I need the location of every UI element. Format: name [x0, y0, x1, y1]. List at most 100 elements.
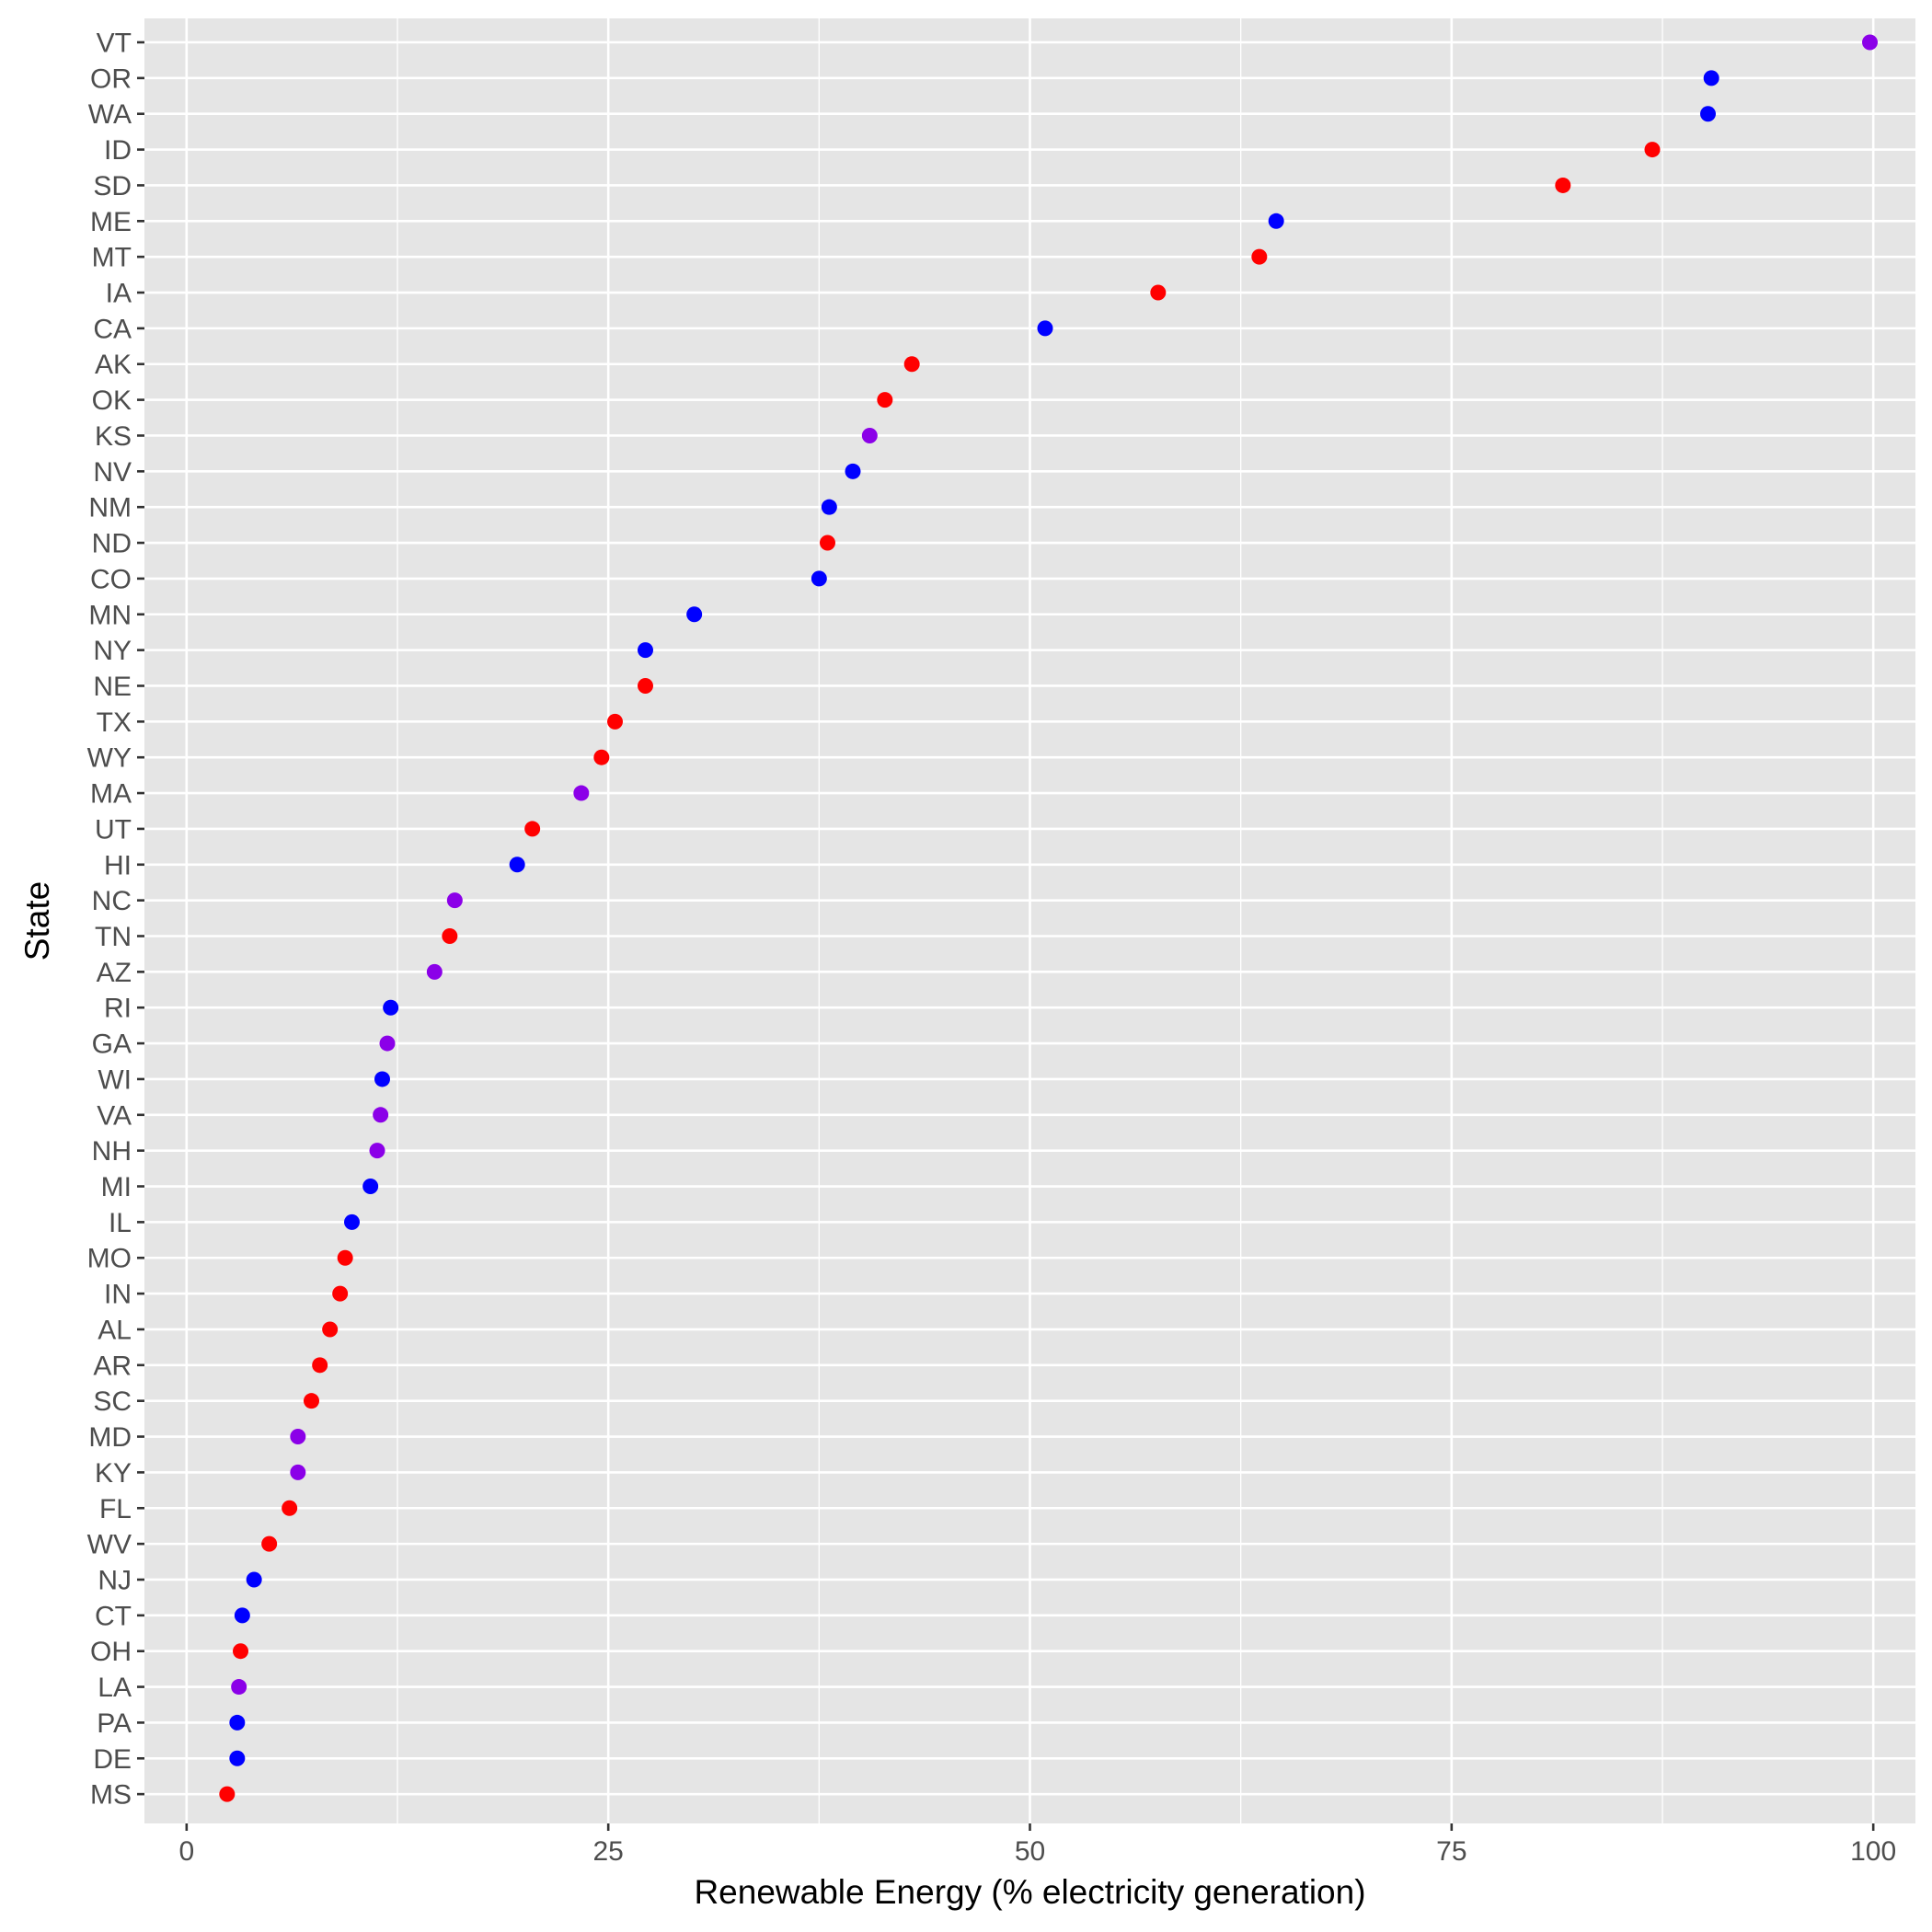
- y-tick-label: WV: [87, 1530, 132, 1560]
- data-point-mo: [337, 1249, 353, 1266]
- y-tick-label: DE: [93, 1744, 132, 1775]
- data-point-ma: [573, 785, 590, 801]
- data-point-ga: [379, 1035, 396, 1052]
- data-point-va: [373, 1107, 389, 1123]
- x-tick-label: 0: [178, 1836, 194, 1867]
- data-point-il: [344, 1213, 360, 1230]
- y-tick-label: ME: [90, 207, 132, 237]
- data-point-hi: [509, 857, 525, 873]
- y-tick-label: CT: [95, 1601, 132, 1631]
- y-tick-label: CA: [93, 314, 132, 344]
- data-point-nd: [820, 535, 835, 551]
- x-tick-label: 50: [1015, 1836, 1045, 1867]
- y-tick-label: RI: [104, 994, 132, 1024]
- data-points: [219, 34, 1878, 1802]
- data-point-ms: [219, 1786, 236, 1802]
- data-point-wy: [593, 749, 610, 765]
- data-point-ca: [1037, 320, 1053, 337]
- y-tick-label: KY: [95, 1458, 132, 1489]
- y-tick-label: NM: [88, 493, 132, 523]
- y-tick-label: MO: [87, 1244, 132, 1274]
- x-axis-title: Renewable Energy (% electricity generati…: [694, 1873, 1365, 1911]
- y-tick-label: AK: [95, 350, 132, 380]
- data-point-ct: [234, 1607, 250, 1624]
- y-tick-label: TN: [95, 922, 132, 952]
- y-tick-label: NH: [92, 1136, 132, 1167]
- y-tick-label: VA: [97, 1100, 132, 1131]
- y-tick-label: SD: [93, 171, 132, 201]
- data-point-sd: [1555, 177, 1571, 193]
- y-tick-label: WA: [88, 99, 132, 130]
- y-tick-label: MT: [92, 243, 132, 273]
- minor-gridlines: [397, 18, 1663, 1823]
- y-tick-label: NV: [93, 457, 132, 488]
- data-point-mt: [1251, 248, 1268, 265]
- y-tick-label: ID: [104, 135, 132, 166]
- y-tick-label: ND: [92, 529, 132, 559]
- y-tick-label: MD: [88, 1422, 132, 1453]
- y-tick-label: TX: [97, 707, 132, 738]
- y-tick-label: MA: [90, 779, 132, 810]
- data-point-ny: [638, 642, 653, 659]
- y-tick-label: LA: [98, 1673, 132, 1703]
- y-tick-label: KS: [95, 421, 132, 452]
- data-point-or: [1703, 70, 1719, 86]
- data-point-vt: [1862, 34, 1878, 51]
- data-point-la: [231, 1679, 247, 1696]
- y-axis-title: State: [18, 881, 56, 960]
- y-tick-label: VT: [97, 29, 132, 59]
- y-tick-label: IL: [109, 1208, 132, 1238]
- data-point-mi: [362, 1179, 379, 1195]
- data-point-sc: [304, 1393, 319, 1409]
- data-point-ne: [638, 677, 653, 694]
- data-point-ks: [861, 427, 878, 443]
- data-point-nc: [446, 892, 463, 909]
- y-tick-label: UT: [95, 814, 132, 845]
- x-tick-label: 25: [592, 1836, 623, 1867]
- data-point-oh: [233, 1643, 248, 1660]
- data-point-wa: [1700, 106, 1716, 122]
- data-point-de: [229, 1750, 246, 1766]
- data-point-pa: [229, 1714, 246, 1731]
- data-point-fl: [282, 1500, 298, 1516]
- x-tick-label: 100: [1850, 1836, 1896, 1867]
- data-point-nm: [821, 499, 837, 515]
- data-point-id: [1644, 142, 1661, 158]
- data-point-nj: [246, 1571, 262, 1588]
- data-point-ut: [524, 821, 541, 837]
- data-point-wv: [261, 1535, 278, 1552]
- y-axis: VT OR WA ID SD ME MT IA CA AK OK KS NV NM ND CO MN NY NE TX…: [87, 29, 144, 1811]
- x-axis: 0 25 50 75 100: [178, 1823, 1896, 1867]
- data-point-ok: [877, 392, 893, 408]
- y-tick-label: MN: [88, 600, 132, 630]
- y-tick-label: FL: [99, 1494, 132, 1524]
- y-tick-label: MS: [90, 1780, 132, 1811]
- data-point-ri: [383, 999, 399, 1016]
- data-point-nv: [845, 463, 861, 479]
- data-point-tx: [607, 713, 623, 730]
- data-point-nh: [369, 1143, 385, 1159]
- y-tick-label: IN: [104, 1280, 132, 1310]
- y-tick-label: AZ: [97, 958, 132, 988]
- y-tick-label: PA: [97, 1708, 132, 1739]
- y-tick-label: OR: [90, 63, 132, 94]
- data-point-al: [322, 1321, 339, 1338]
- y-tick-label: SC: [93, 1386, 132, 1417]
- y-tick-label: WY: [87, 743, 132, 774]
- data-point-ak: [903, 356, 920, 373]
- y-tick-label: NY: [93, 636, 132, 666]
- y-tick-label: MI: [101, 1172, 132, 1202]
- y-tick-label: AR: [93, 1351, 132, 1381]
- y-tick-label: NJ: [98, 1565, 132, 1595]
- data-point-ar: [312, 1357, 328, 1374]
- data-point-ky: [290, 1464, 306, 1480]
- y-tick-label: HI: [104, 850, 132, 880]
- data-point-md: [290, 1429, 306, 1445]
- data-point-wi: [374, 1071, 390, 1087]
- data-point-me: [1268, 213, 1284, 229]
- data-point-ia: [1150, 284, 1167, 301]
- y-tick-label: IA: [106, 279, 132, 309]
- data-point-az: [426, 963, 443, 980]
- data-point-mn: [686, 606, 703, 623]
